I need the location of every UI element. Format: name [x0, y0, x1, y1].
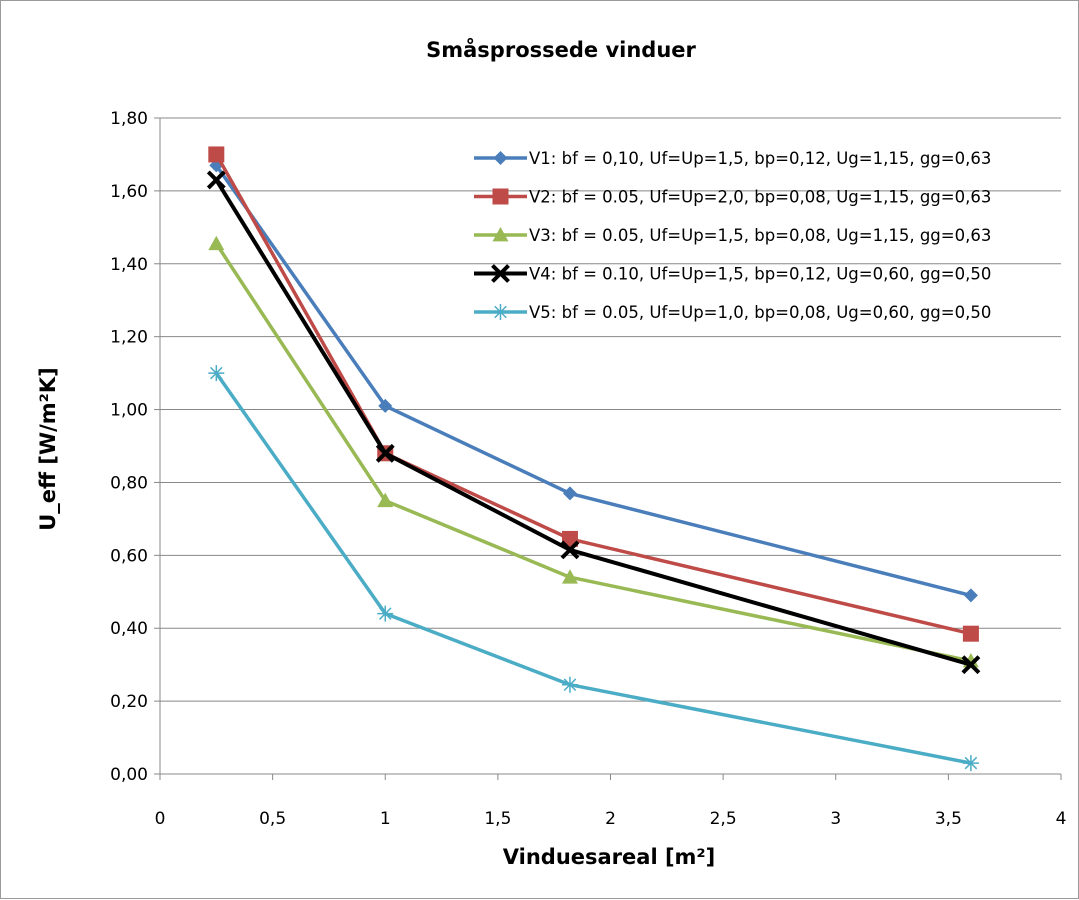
- y-tick-label: 0,60: [110, 546, 148, 566]
- series-1: [209, 158, 978, 603]
- legend-item: V3: bf = 0.05, Uf=Up=1,5, bp=0,08, Ug=1,…: [474, 226, 991, 245]
- series-5: [208, 365, 979, 772]
- legend-item: V5: bf = 0.05, Uf=Up=1,0, bp=0,08, Ug=0,…: [474, 303, 991, 322]
- legend-label: V4: bf = 0.10, Uf=Up=1,5, bp=0,12, Ug=0,…: [529, 265, 991, 284]
- series-line: [214, 372, 972, 765]
- y-axis-label: U_eff [W/m²K]: [36, 367, 60, 531]
- y-tick-label: 1,00: [110, 401, 148, 421]
- series-line: [214, 164, 972, 598]
- x-tick-label: 3: [830, 809, 841, 829]
- data-point: [561, 530, 578, 547]
- y-tick-label: 1,20: [110, 328, 148, 348]
- x-axis-label: Vinduesareal [m²]: [503, 845, 715, 869]
- plot-series: [206, 146, 981, 772]
- chart-title: Småsprossede vinduer: [426, 37, 696, 62]
- data-point: [562, 486, 577, 501]
- series-3: [208, 235, 979, 668]
- y-tick-label: 1,40: [110, 255, 148, 275]
- data-point: [493, 151, 508, 165]
- data-point: [208, 146, 225, 163]
- data-point: [378, 398, 393, 413]
- x-tick-label: 4: [1056, 809, 1067, 829]
- data-point: [561, 676, 578, 693]
- data-point: [963, 588, 978, 603]
- data-point: [492, 227, 509, 242]
- axes: [159, 118, 1061, 775]
- data-point: [206, 170, 226, 190]
- data-point: [377, 605, 394, 622]
- y-axis-ticks: 0,00 0,20 0,40 0,60 0,80 1,00 1,20 1,40 1,60 1,80: [110, 109, 160, 785]
- data-point: [560, 540, 580, 560]
- x-tick-label: 1: [380, 809, 391, 829]
- series-line: [214, 178, 972, 667]
- x-tick-label: 0,5: [259, 809, 286, 829]
- x-axis-ticks: 0 0,5 1 1,5 2 2,5 3 3,5 4: [155, 774, 1067, 829]
- series-line: [214, 153, 972, 636]
- x-tick-label: 3,5: [935, 809, 962, 829]
- legend-item: V4: bf = 0.10, Uf=Up=1,5, bp=0,12, Ug=0,…: [474, 264, 991, 284]
- series-line: [214, 242, 972, 663]
- data-point: [561, 569, 578, 584]
- legend-label: V5: bf = 0.05, Uf=Up=1,0, bp=0,08, Ug=0,…: [529, 303, 991, 322]
- x-tick-label: 2,5: [710, 809, 737, 829]
- y-tick-label: 1,60: [110, 182, 148, 202]
- x-tick-label: 0: [155, 809, 166, 829]
- legend-label: V2: bf = 0.05, Uf=Up=2,0, bp=0,08, Ug=1,…: [529, 188, 991, 207]
- data-point: [208, 235, 225, 251]
- data-point: [961, 655, 981, 675]
- data-point: [375, 443, 395, 463]
- y-tick-label: 0,40: [110, 619, 148, 639]
- data-point: [492, 304, 509, 320]
- data-point: [377, 492, 394, 508]
- data-point: [208, 365, 225, 382]
- x-tick-label: 1,5: [484, 809, 511, 829]
- data-point: [962, 625, 979, 642]
- data-point: [492, 188, 509, 205]
- series-4: [206, 170, 981, 675]
- y-tick-label: 1,80: [110, 109, 148, 129]
- gridlines: [160, 117, 1061, 702]
- data-point: [962, 755, 979, 772]
- legend-item: V2: bf = 0.05, Uf=Up=2,0, bp=0,08, Ug=1,…: [474, 188, 991, 207]
- legend-item: V1: bf = 0,10, Uf=Up=1,5, bp=0,12, Ug=1,…: [474, 149, 991, 168]
- x-tick-label: 2: [605, 809, 616, 829]
- y-tick-label: 0,20: [110, 692, 148, 712]
- legend-label: V1: bf = 0,10, Uf=Up=1,5, bp=0,12, Ug=1,…: [529, 149, 991, 168]
- data-point: [491, 264, 510, 283]
- legend-label: V3: bf = 0.05, Uf=Up=1,5, bp=0,08, Ug=1,…: [529, 226, 991, 245]
- y-tick-label: 0,00: [110, 765, 148, 785]
- y-tick-label: 0,80: [110, 473, 148, 493]
- legend: V1: bf = 0,10, Uf=Up=1,5, bp=0,12, Ug=1,…: [474, 149, 991, 322]
